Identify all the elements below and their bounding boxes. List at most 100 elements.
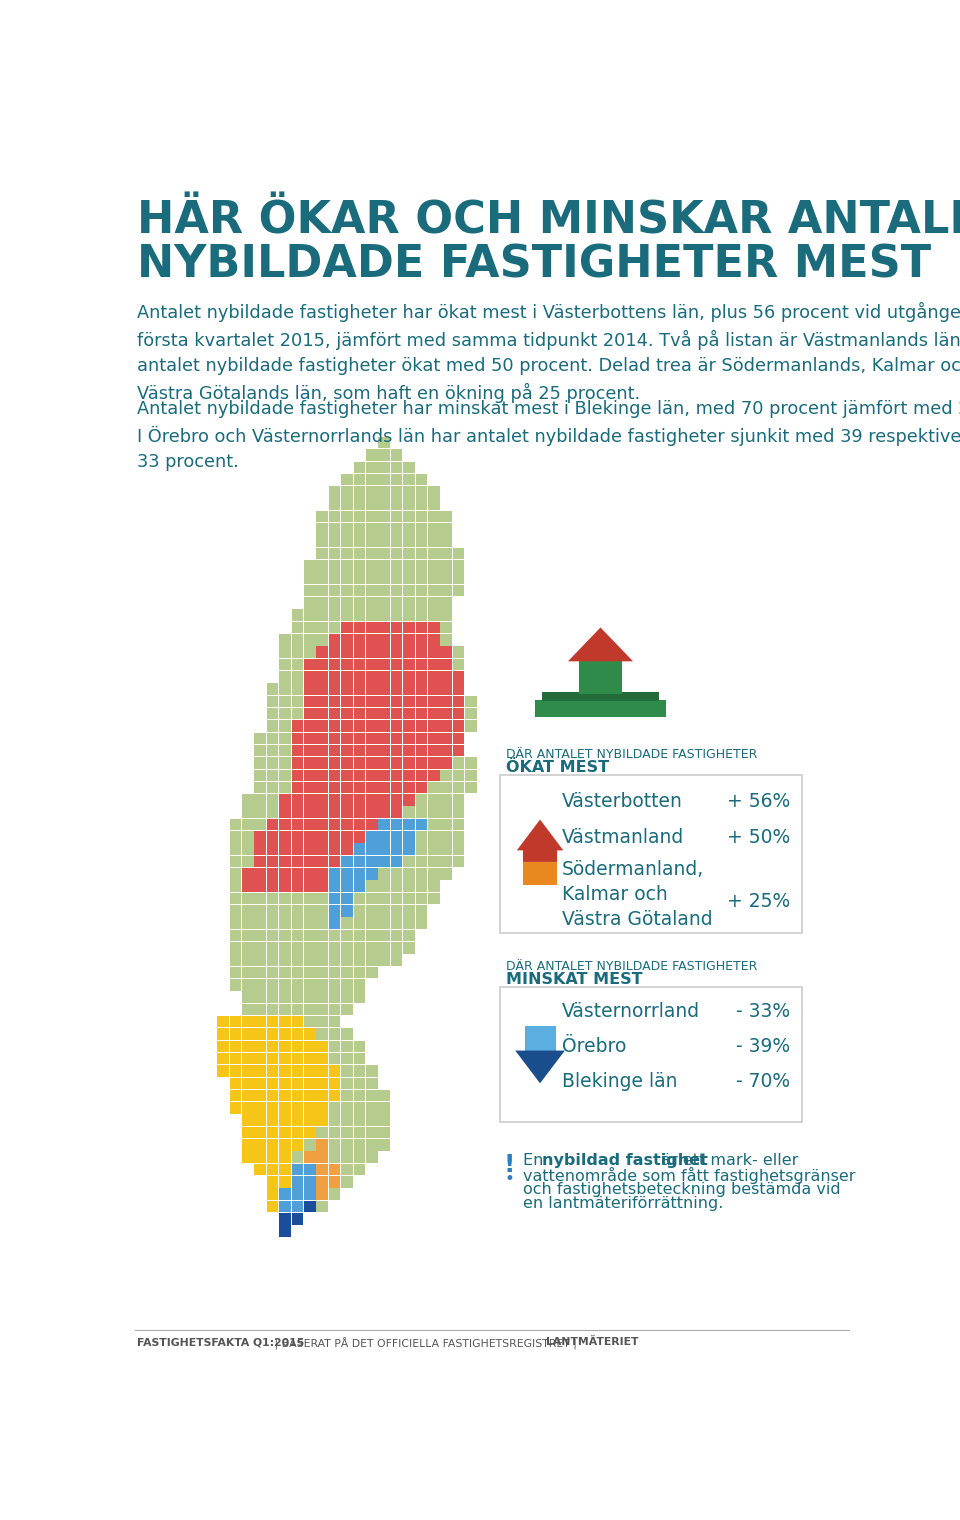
Text: vattenområde som fått fastighetsgränser: vattenområde som fått fastighetsgränser bbox=[523, 1167, 855, 1184]
Bar bbox=[353, 942, 366, 953]
Bar bbox=[267, 1053, 278, 1064]
Bar bbox=[267, 769, 278, 781]
Bar bbox=[341, 1028, 353, 1040]
Bar bbox=[366, 670, 377, 682]
Bar bbox=[378, 807, 390, 818]
Bar bbox=[341, 670, 353, 682]
Bar bbox=[391, 535, 402, 547]
Bar bbox=[441, 658, 452, 670]
Bar bbox=[453, 733, 465, 745]
Bar bbox=[403, 769, 415, 781]
Bar bbox=[341, 1114, 353, 1126]
Bar bbox=[279, 745, 291, 757]
Bar bbox=[441, 807, 452, 818]
Bar bbox=[329, 1066, 341, 1076]
Bar bbox=[416, 474, 427, 485]
Bar bbox=[391, 757, 402, 769]
Bar bbox=[403, 486, 415, 497]
Bar bbox=[317, 610, 328, 620]
Bar bbox=[341, 696, 353, 707]
Bar bbox=[366, 684, 377, 695]
Bar bbox=[341, 1164, 353, 1175]
Bar bbox=[329, 486, 341, 497]
Bar bbox=[317, 844, 328, 854]
Bar bbox=[254, 831, 266, 842]
Bar bbox=[366, 486, 377, 497]
Bar bbox=[317, 967, 328, 979]
Bar bbox=[416, 856, 427, 868]
Bar bbox=[229, 1015, 241, 1028]
Bar bbox=[242, 918, 253, 929]
Bar bbox=[353, 769, 366, 781]
Bar bbox=[267, 1114, 278, 1126]
Bar bbox=[329, 955, 341, 965]
Bar bbox=[292, 880, 303, 892]
Bar bbox=[466, 720, 477, 731]
Bar bbox=[267, 880, 278, 892]
Text: + 50%: + 50% bbox=[727, 828, 790, 847]
Bar bbox=[453, 573, 465, 584]
Text: Västmanland: Västmanland bbox=[562, 828, 684, 847]
Bar bbox=[329, 745, 341, 757]
Bar bbox=[341, 955, 353, 965]
Bar bbox=[391, 486, 402, 497]
Bar bbox=[329, 819, 341, 830]
Bar bbox=[292, 819, 303, 830]
Text: Örebro: Örebro bbox=[562, 1037, 626, 1056]
Bar bbox=[292, 733, 303, 745]
Bar bbox=[279, 1164, 291, 1175]
Bar bbox=[304, 942, 316, 953]
Bar bbox=[329, 904, 341, 917]
Bar bbox=[317, 1053, 328, 1064]
Text: en lantmäteriförrättning.: en lantmäteriförrättning. bbox=[523, 1196, 724, 1211]
Bar bbox=[304, 610, 316, 620]
Bar bbox=[292, 1066, 303, 1076]
Bar bbox=[267, 1102, 278, 1114]
Bar bbox=[292, 991, 303, 1003]
Bar bbox=[403, 757, 415, 769]
Bar bbox=[391, 523, 402, 535]
Bar bbox=[366, 610, 377, 620]
Bar bbox=[341, 585, 353, 596]
Bar bbox=[428, 856, 440, 868]
Bar bbox=[279, 967, 291, 979]
Bar bbox=[317, 1090, 328, 1102]
Bar bbox=[366, 819, 377, 830]
Bar bbox=[353, 547, 366, 559]
Bar bbox=[466, 708, 477, 719]
Bar bbox=[378, 646, 390, 658]
Bar bbox=[353, 474, 366, 485]
Bar bbox=[416, 523, 427, 535]
Bar bbox=[341, 610, 353, 620]
Bar bbox=[229, 1066, 241, 1076]
Bar bbox=[317, 807, 328, 818]
Bar bbox=[341, 547, 353, 559]
Bar bbox=[366, 967, 377, 979]
Bar bbox=[317, 1003, 328, 1015]
Bar bbox=[329, 597, 341, 608]
Bar bbox=[341, 1126, 353, 1138]
Bar bbox=[267, 1066, 278, 1076]
Bar bbox=[329, 1189, 341, 1199]
Bar bbox=[453, 547, 465, 559]
Bar bbox=[378, 892, 390, 904]
Bar bbox=[254, 1152, 266, 1163]
Bar bbox=[267, 1152, 278, 1163]
Bar bbox=[229, 1028, 241, 1040]
Bar bbox=[341, 474, 353, 485]
Bar bbox=[279, 1053, 291, 1064]
Text: Västernorrland: Västernorrland bbox=[562, 1003, 700, 1021]
Bar bbox=[304, 1028, 316, 1040]
Bar bbox=[279, 1201, 291, 1213]
Bar bbox=[329, 720, 341, 731]
Bar bbox=[353, 781, 366, 793]
Bar bbox=[292, 856, 303, 868]
Bar bbox=[416, 684, 427, 695]
Bar bbox=[466, 781, 477, 793]
Bar bbox=[391, 892, 402, 904]
Bar bbox=[353, 646, 366, 658]
Bar bbox=[453, 793, 465, 806]
Bar bbox=[279, 1066, 291, 1076]
Bar bbox=[279, 955, 291, 965]
Bar bbox=[353, 499, 366, 511]
